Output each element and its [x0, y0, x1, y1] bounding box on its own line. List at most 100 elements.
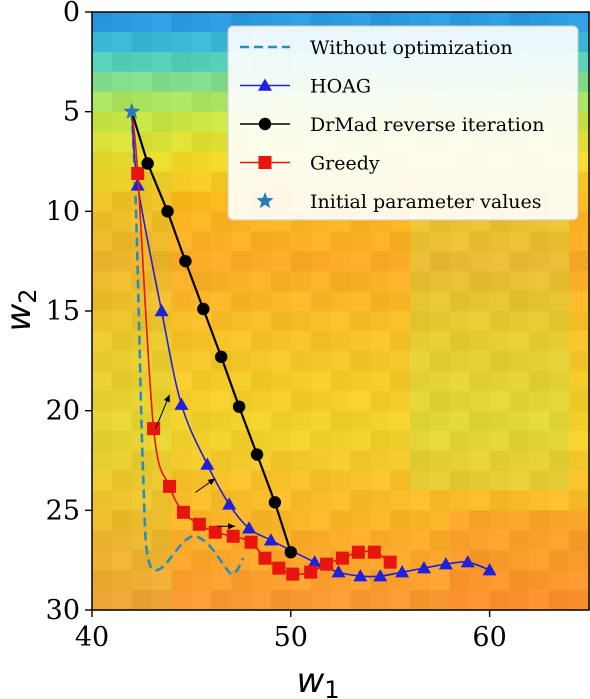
heatmap-cell [151, 590, 173, 611]
heatmap-cell [191, 91, 212, 113]
heatmap-cell [290, 370, 312, 392]
heatmap-cell [549, 410, 570, 432]
heatmap-cell [171, 530, 192, 551]
heatmap-cell [330, 311, 352, 332]
heatmap-cell [251, 490, 272, 511]
heatmap-cell [171, 450, 192, 472]
heatmap-cell [429, 390, 451, 412]
heatmap-cell [350, 430, 371, 452]
heatmap-cell [330, 470, 352, 491]
heatmap-cell [131, 31, 153, 53]
heatmap-cell [529, 370, 550, 392]
data-point-greedy [335, 551, 349, 565]
heatmap-cell [469, 251, 491, 272]
heatmap-cell [171, 12, 192, 33]
data-point-hoag [353, 569, 368, 582]
heatmap-cell [290, 271, 312, 292]
heatmap-cell [509, 311, 530, 332]
heatmap-cell [290, 390, 312, 412]
heatmap-cell [92, 330, 113, 352]
heatmap-cell [429, 510, 451, 531]
heatmap-cell [549, 490, 570, 511]
data-point-hoag [395, 565, 410, 578]
heatmap-cell [330, 251, 352, 272]
heatmap-cell [449, 470, 471, 491]
heatmap-cell [191, 370, 212, 392]
heatmap-cell [489, 470, 511, 491]
heatmap-cell [509, 490, 530, 511]
data-point-drmad-reverse-iteration [161, 205, 174, 218]
heatmap-cell [211, 51, 232, 73]
heatmap-cell [131, 71, 153, 93]
heatmap-cell [310, 271, 332, 292]
heatmap-cell [370, 350, 391, 372]
heatmap-cell [231, 470, 252, 491]
heatmap-cell [151, 131, 173, 153]
legend-item-drmad-reverse-iteration: DrMad reverse iteration [240, 114, 544, 136]
heatmap-cell [211, 91, 232, 113]
heatmap-cell [270, 410, 292, 432]
heatmap-cell [549, 430, 570, 452]
heatmap-cell [410, 311, 431, 332]
heatmap-cell [310, 330, 332, 352]
legend-label: Without optimization [310, 37, 513, 59]
heatmap-cell [529, 350, 550, 372]
legend: Without optimization HOAG DrMad reverse it… [227, 25, 579, 221]
heatmap-cell [569, 390, 590, 412]
heatmap-cell [509, 271, 530, 292]
heatmap-cell [489, 550, 511, 571]
heatmap-cell [111, 470, 133, 491]
heatmap-cell [569, 370, 590, 392]
heatmap-cell [191, 111, 212, 133]
data-point-drmad-reverse-iteration [232, 400, 246, 413]
heatmap-cell [509, 510, 530, 531]
heatmap-cell [131, 530, 153, 551]
heatmap-cell [509, 430, 530, 452]
heatmap-cell [529, 450, 550, 472]
heatmap-cell [410, 590, 431, 611]
heatmap-cell [270, 350, 292, 372]
heatmap-cell [350, 370, 371, 392]
heatmap-cell [251, 510, 272, 531]
heatmap-cell [251, 370, 272, 392]
heatmap-cell [92, 271, 113, 292]
heatmap-cell [469, 530, 491, 551]
heatmap-cell [569, 291, 590, 312]
heatmap-cell [330, 231, 352, 252]
heatmap-cell [350, 231, 371, 252]
heatmap-cell [390, 510, 411, 531]
heatmap-cell [111, 12, 133, 33]
heatmap-cell [111, 31, 133, 53]
heatmap-cell [390, 470, 411, 491]
x-tick-label: 40 [75, 622, 109, 653]
heatmap-cell [111, 430, 133, 452]
heatmap-cell [310, 590, 332, 611]
heatmap-cell [429, 370, 451, 392]
heatmap-cell [489, 271, 511, 292]
heatmap-cell [489, 311, 511, 332]
heatmap-cell [171, 291, 192, 312]
heatmap-cell [171, 91, 192, 113]
heatmap-cell [270, 231, 292, 252]
heatmap-cell [410, 470, 431, 491]
heatmap-cell [489, 291, 511, 312]
heatmap-cell [410, 430, 431, 452]
heatmap-cell [231, 330, 252, 352]
heatmap-cell [171, 211, 192, 232]
heatmap-cell [350, 291, 371, 312]
heatmap-cell [469, 590, 491, 611]
heatmap-cell [191, 271, 212, 292]
heatmap-cell [350, 410, 371, 432]
heatmap-cell [171, 350, 192, 372]
heatmap-cell [151, 231, 173, 252]
heatmap-cell [191, 211, 212, 232]
heatmap-cell [449, 251, 471, 272]
heatmap-cell [469, 510, 491, 531]
heatmap-cell [449, 490, 471, 511]
heatmap-cell [231, 350, 252, 372]
heatmap-cell [171, 311, 192, 332]
heatmap-cell [191, 550, 212, 571]
heatmap-cell [111, 510, 133, 531]
heatmap-cell [449, 271, 471, 292]
heatmap-cell [92, 71, 113, 93]
